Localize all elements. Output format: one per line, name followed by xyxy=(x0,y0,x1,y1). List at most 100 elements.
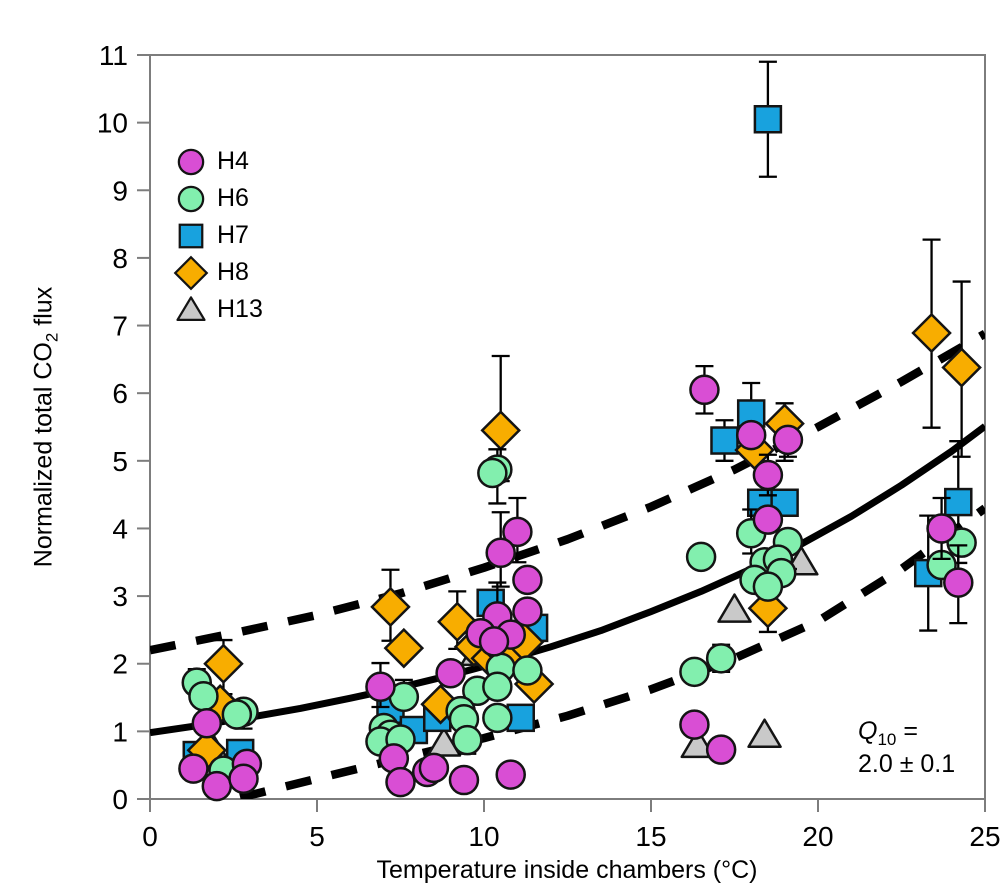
data-point-circle xyxy=(943,567,974,598)
data-point-diamond xyxy=(480,410,521,451)
data-point-circle xyxy=(485,537,516,569)
data-point-circle xyxy=(452,724,483,756)
x-tick-label: 0 xyxy=(142,821,158,852)
series-H7 xyxy=(182,60,973,770)
data-point-circle xyxy=(512,564,543,596)
data-point-circle xyxy=(685,541,717,573)
data-point-circle xyxy=(178,753,209,784)
data-point-circle xyxy=(679,709,710,740)
legend-label-h4: H4 xyxy=(217,147,249,175)
data-point-circle xyxy=(512,655,543,686)
series-H8 xyxy=(186,238,982,771)
y-tick-label: 8 xyxy=(112,243,128,274)
y-tick-label: 2 xyxy=(112,649,128,680)
data-point-circle xyxy=(512,596,543,627)
y-axis-title-suffix: flux xyxy=(29,286,58,333)
data-point-circle xyxy=(705,734,737,765)
data-point-circle xyxy=(502,516,533,548)
y-tick-label: 5 xyxy=(112,446,128,477)
data-point-square xyxy=(770,488,799,518)
data-point-circle xyxy=(477,457,508,489)
y-tick-label: 11 xyxy=(99,40,128,71)
legend-label-h8: H8 xyxy=(217,258,249,286)
data-point-circle xyxy=(435,657,466,689)
data-point-circle xyxy=(926,513,957,544)
data-point-triangle xyxy=(747,718,782,748)
data-point-diamond xyxy=(203,643,244,684)
data-point-circle xyxy=(478,626,510,657)
x-axis-title: Temperature inside chambers (°C) xyxy=(376,856,758,884)
data-point-circle xyxy=(385,766,416,798)
data-point-diamond xyxy=(941,347,982,388)
data-point-circle xyxy=(752,571,784,602)
data-point-circle xyxy=(365,671,396,702)
legend-label-h13: H13 xyxy=(217,295,263,323)
q10-annotation: Q10 = 2.0 ± 0.1 xyxy=(858,716,955,780)
legend-item-h6: H6 xyxy=(173,180,263,217)
y-tick-label: 0 xyxy=(112,784,128,815)
data-point-circle xyxy=(752,504,784,535)
x-tick-label: 20 xyxy=(802,821,833,852)
legend-item-h13: H13 xyxy=(173,291,263,328)
data-point-circle xyxy=(228,763,259,794)
data-point-circle xyxy=(201,770,233,802)
data-point-circle xyxy=(188,680,219,712)
lower-confidence-curve xyxy=(239,504,985,799)
series-H4 xyxy=(178,364,974,802)
y-tick-label: 6 xyxy=(112,378,128,409)
x-tick-label: 5 xyxy=(309,821,325,852)
data-point-circle xyxy=(418,752,450,784)
y-axis-title: Normalized total CO2 flux xyxy=(29,286,62,568)
data-point-diamond xyxy=(437,601,478,643)
data-point-circle xyxy=(191,707,223,739)
data-point-diamond xyxy=(370,586,411,628)
data-point-circle xyxy=(689,374,720,406)
data-point-triangle xyxy=(680,728,716,759)
x-tick-label: 15 xyxy=(635,821,666,852)
data-point-circle xyxy=(448,764,480,796)
h7-square-marker-icon xyxy=(173,218,209,254)
data-point-circle xyxy=(495,759,526,790)
data-point-square xyxy=(944,487,973,517)
data-point-circle xyxy=(482,671,513,702)
data-point-circle xyxy=(772,424,804,456)
data-point-diamond xyxy=(383,627,425,669)
y-tick-label: 9 xyxy=(112,175,128,206)
y-tick-label: 10 xyxy=(97,108,128,139)
legend: H4 H6 H7 H8 H13 xyxy=(173,143,263,328)
h8-diamond-marker-icon xyxy=(173,255,209,291)
data-point-triangle xyxy=(717,593,752,623)
x-tick-label: 10 xyxy=(468,821,499,852)
data-point-square xyxy=(753,105,783,134)
x-tick-label: 25 xyxy=(969,821,1000,852)
y-tick-label: 3 xyxy=(112,581,128,612)
fit-curve xyxy=(150,423,985,737)
h6-circle-marker-icon xyxy=(173,181,209,217)
y-axis-title-text: Normalized total CO xyxy=(29,342,58,568)
data-point-diamond xyxy=(747,587,789,629)
plot-frame xyxy=(149,54,986,800)
y-tick-label: 4 xyxy=(112,513,128,544)
series-H6 xyxy=(181,448,977,786)
data-point-triangle xyxy=(426,727,462,757)
legend-item-h8: H8 xyxy=(173,254,263,291)
data-point-circle xyxy=(752,459,784,491)
legend-label-h7: H7 xyxy=(217,221,249,249)
y-axis-title-subscript: 2 xyxy=(42,332,62,343)
y-tick-label: 1 xyxy=(112,716,128,747)
data-point-circle xyxy=(735,419,767,451)
data-point-circle xyxy=(705,643,737,674)
q10-annotation-line2: 2.0 ± 0.1 xyxy=(858,750,956,778)
upper-confidence-curve xyxy=(150,330,985,655)
legend-label-h6: H6 xyxy=(217,184,249,212)
data-point-circle xyxy=(679,656,710,688)
h4-circle-marker-icon xyxy=(173,144,209,180)
data-point-diamond xyxy=(911,312,952,354)
data-point-circle xyxy=(482,702,513,734)
y-tick-label: 7 xyxy=(112,311,128,342)
legend-item-h7: H7 xyxy=(173,217,263,254)
data-point-square xyxy=(710,426,739,455)
q10-annotation-line1: Q10 = xyxy=(858,717,918,749)
